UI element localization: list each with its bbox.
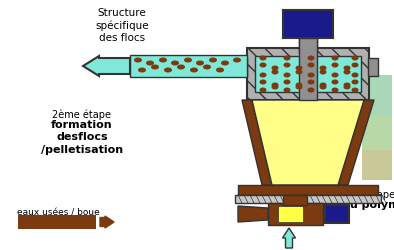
FancyArrow shape <box>83 56 130 76</box>
Ellipse shape <box>221 60 229 66</box>
Ellipse shape <box>271 70 279 74</box>
Text: 2ème étape: 2ème étape <box>52 110 112 120</box>
Ellipse shape <box>284 72 290 78</box>
Ellipse shape <box>216 68 224 72</box>
Ellipse shape <box>307 80 314 84</box>
Polygon shape <box>242 100 272 185</box>
Bar <box>299 38 317 53</box>
Ellipse shape <box>284 88 290 92</box>
Ellipse shape <box>351 80 359 84</box>
Text: du polymère: du polymère <box>342 200 394 210</box>
Ellipse shape <box>331 62 338 68</box>
Text: 1ère étape mélange: 1ère étape mélange <box>342 190 394 200</box>
Ellipse shape <box>331 88 338 92</box>
Ellipse shape <box>296 82 303 87</box>
Bar <box>278 206 303 222</box>
Ellipse shape <box>190 68 198 72</box>
Ellipse shape <box>184 58 192 62</box>
Ellipse shape <box>284 62 290 68</box>
Bar <box>268 203 323 225</box>
Bar <box>283 10 333 38</box>
Bar <box>368 58 378 76</box>
Text: eaux usées / boue: eaux usées / boue <box>17 208 99 217</box>
Ellipse shape <box>196 60 204 66</box>
Ellipse shape <box>344 84 351 89</box>
Ellipse shape <box>233 58 241 62</box>
Bar <box>235 195 381 203</box>
Ellipse shape <box>284 80 290 84</box>
Ellipse shape <box>146 60 154 66</box>
Ellipse shape <box>134 58 142 62</box>
Bar <box>130 55 247 77</box>
Ellipse shape <box>344 82 351 87</box>
Ellipse shape <box>307 56 314 60</box>
Bar <box>238 185 378 195</box>
Ellipse shape <box>331 80 338 84</box>
Polygon shape <box>252 100 364 185</box>
Ellipse shape <box>307 72 314 78</box>
FancyArrow shape <box>100 216 114 228</box>
Bar <box>325 205 349 223</box>
Bar <box>237 58 247 76</box>
Ellipse shape <box>351 62 359 68</box>
Ellipse shape <box>271 66 279 70</box>
Ellipse shape <box>260 72 266 78</box>
Ellipse shape <box>271 82 279 87</box>
Ellipse shape <box>159 58 167 62</box>
Ellipse shape <box>164 68 172 72</box>
Ellipse shape <box>320 70 327 74</box>
Bar <box>283 195 307 205</box>
Ellipse shape <box>151 64 159 70</box>
Ellipse shape <box>351 88 359 92</box>
Ellipse shape <box>138 68 146 72</box>
Ellipse shape <box>296 66 303 70</box>
Ellipse shape <box>320 82 327 87</box>
Text: formation
desflocs
/pelletisation: formation desflocs /pelletisation <box>41 120 123 155</box>
Polygon shape <box>238 206 268 222</box>
Ellipse shape <box>307 88 314 92</box>
Bar <box>247 48 369 100</box>
Ellipse shape <box>284 56 290 60</box>
Ellipse shape <box>260 56 266 60</box>
Ellipse shape <box>203 64 211 70</box>
Ellipse shape <box>351 72 359 78</box>
Ellipse shape <box>171 60 179 66</box>
Bar <box>255 56 361 92</box>
Ellipse shape <box>296 70 303 74</box>
Ellipse shape <box>260 88 266 92</box>
Ellipse shape <box>271 84 279 89</box>
Ellipse shape <box>320 66 327 70</box>
Ellipse shape <box>344 66 351 70</box>
Text: Structure
spécifique
des flocs: Structure spécifique des flocs <box>95 8 149 44</box>
Polygon shape <box>338 100 374 185</box>
Ellipse shape <box>320 84 327 89</box>
Bar <box>18 215 96 229</box>
Ellipse shape <box>177 64 185 70</box>
Bar <box>362 75 392 115</box>
Ellipse shape <box>331 72 338 78</box>
Ellipse shape <box>344 70 351 74</box>
Ellipse shape <box>307 62 314 68</box>
Ellipse shape <box>209 58 217 62</box>
FancyArrow shape <box>282 228 296 248</box>
Ellipse shape <box>296 84 303 89</box>
Ellipse shape <box>260 80 266 84</box>
Ellipse shape <box>331 56 338 60</box>
Bar <box>362 115 392 150</box>
Bar <box>299 38 317 100</box>
Ellipse shape <box>260 62 266 68</box>
Ellipse shape <box>351 56 359 60</box>
Bar <box>362 150 392 180</box>
